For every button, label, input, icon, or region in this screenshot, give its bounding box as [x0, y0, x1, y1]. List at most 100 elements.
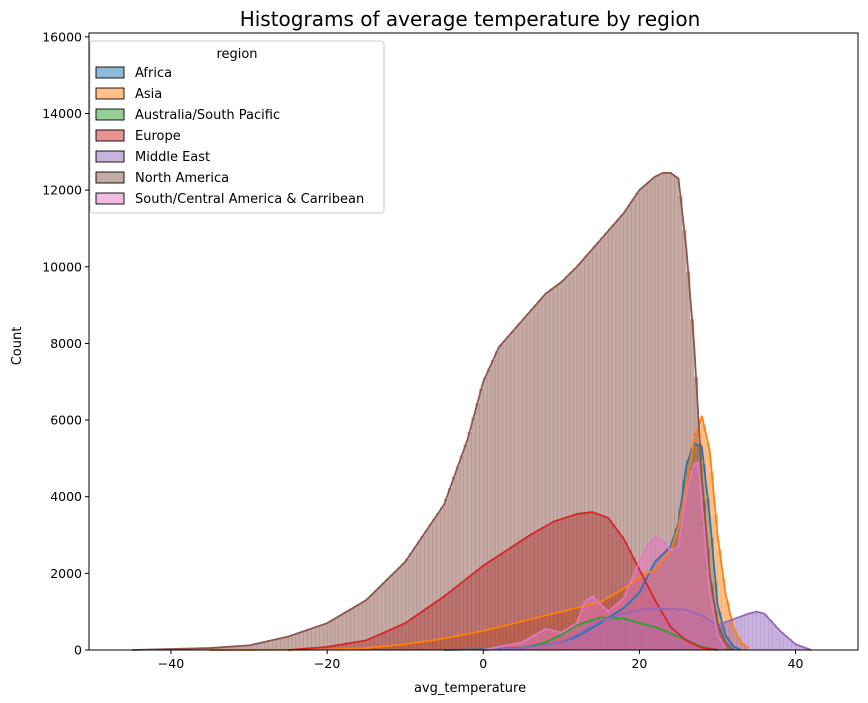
bar — [432, 518, 437, 651]
bar — [541, 295, 546, 651]
bar — [475, 403, 480, 651]
bar — [537, 632, 543, 651]
bar — [764, 615, 769, 651]
legend-label-south-central-america-carribean: South/Central America & Carribean — [135, 192, 364, 207]
bar — [358, 603, 363, 651]
bar — [643, 550, 648, 651]
bar — [471, 417, 476, 651]
legend-label-europe: Europe — [135, 129, 181, 144]
bar — [588, 250, 593, 651]
bar — [451, 477, 457, 651]
bar — [295, 633, 300, 651]
bar — [545, 291, 550, 651]
legend-title: region — [216, 47, 257, 62]
y-tick-label: 16000 — [42, 29, 82, 44]
bar — [444, 498, 449, 651]
bar — [362, 601, 367, 651]
bar — [428, 524, 433, 651]
bar — [510, 331, 515, 651]
bar — [522, 317, 527, 651]
y-tick-label: 8000 — [50, 336, 82, 351]
bar — [553, 286, 558, 651]
bar — [291, 634, 297, 651]
bar — [545, 629, 550, 651]
kde-curves — [131, 171, 812, 651]
bar — [280, 637, 285, 651]
legend-label-asia: Asia — [135, 87, 162, 102]
bar — [315, 626, 320, 651]
bar — [623, 210, 628, 651]
bar — [623, 593, 628, 651]
bar — [654, 537, 660, 651]
bar — [529, 636, 535, 651]
bar — [611, 224, 617, 651]
bar — [381, 582, 386, 651]
bar — [526, 313, 531, 651]
bar — [467, 431, 472, 651]
bar — [463, 444, 468, 651]
bar — [607, 228, 613, 651]
bar — [533, 634, 539, 651]
bar — [377, 586, 382, 651]
bar — [486, 368, 492, 651]
legend-label-africa: Africa — [135, 66, 172, 81]
bar — [529, 309, 535, 651]
bar — [553, 631, 558, 651]
bar — [420, 535, 425, 651]
legend: region Africa Asia Australia/South Pacific… — [89, 40, 385, 214]
legend-label-north-america: North America — [135, 171, 229, 186]
x-axis-ticks: −40 −20 0 20 40 — [158, 650, 804, 671]
y-tick-label: 0 — [74, 643, 82, 658]
bar — [455, 466, 461, 651]
bar — [404, 558, 410, 651]
bar — [272, 639, 277, 651]
bar — [385, 578, 390, 651]
x-tick-label: 40 — [788, 656, 804, 671]
bar — [686, 485, 691, 651]
bar — [498, 344, 503, 651]
bar — [412, 547, 418, 651]
legend-box — [89, 40, 385, 214]
bar — [647, 543, 652, 651]
y-tick-label: 10000 — [42, 259, 82, 274]
chart-title: Histograms of average temperature by reg… — [240, 7, 701, 31]
bar — [604, 609, 609, 651]
bar — [596, 241, 601, 651]
x-tick-label: 20 — [631, 656, 647, 671]
kde-line-north-america — [131, 171, 734, 651]
bar — [631, 575, 636, 651]
bar — [541, 629, 546, 651]
bar — [287, 635, 293, 651]
bar — [600, 237, 605, 651]
bar — [502, 340, 507, 651]
bar — [440, 507, 445, 651]
legend-swatch-north-america — [95, 171, 125, 184]
bar — [447, 487, 453, 651]
legend-items: Africa Asia Australia/South Pacific Europe M… — [95, 66, 364, 207]
x-tick-label: −40 — [158, 656, 184, 671]
bar — [549, 289, 554, 651]
bar — [494, 351, 500, 651]
x-axis-label: avg_temperature — [414, 681, 526, 696]
legend-swatch-europe — [95, 129, 125, 142]
bar — [311, 627, 316, 651]
bar — [572, 268, 578, 651]
bar — [580, 607, 585, 651]
bar — [483, 377, 488, 651]
y-tick-label: 12000 — [42, 183, 82, 198]
legend-label-australia-south-pacific: Australia/South Pacific — [135, 108, 280, 123]
kde-line-europe — [288, 511, 718, 651]
bar — [264, 641, 269, 651]
legend-swatch-australia-south-pacific — [95, 108, 125, 121]
bar — [397, 567, 402, 651]
y-tick-label: 14000 — [42, 106, 82, 121]
bar — [354, 605, 359, 651]
bar — [756, 611, 761, 651]
y-axis-ticks: 0 2000 4000 6000 8000 10000 12000 14000 16000 — [42, 29, 89, 658]
bar — [416, 541, 421, 651]
bar — [689, 471, 695, 651]
bar — [369, 594, 375, 651]
bar — [748, 612, 753, 651]
bar — [565, 276, 570, 651]
kde-line-middle-east — [483, 607, 812, 651]
